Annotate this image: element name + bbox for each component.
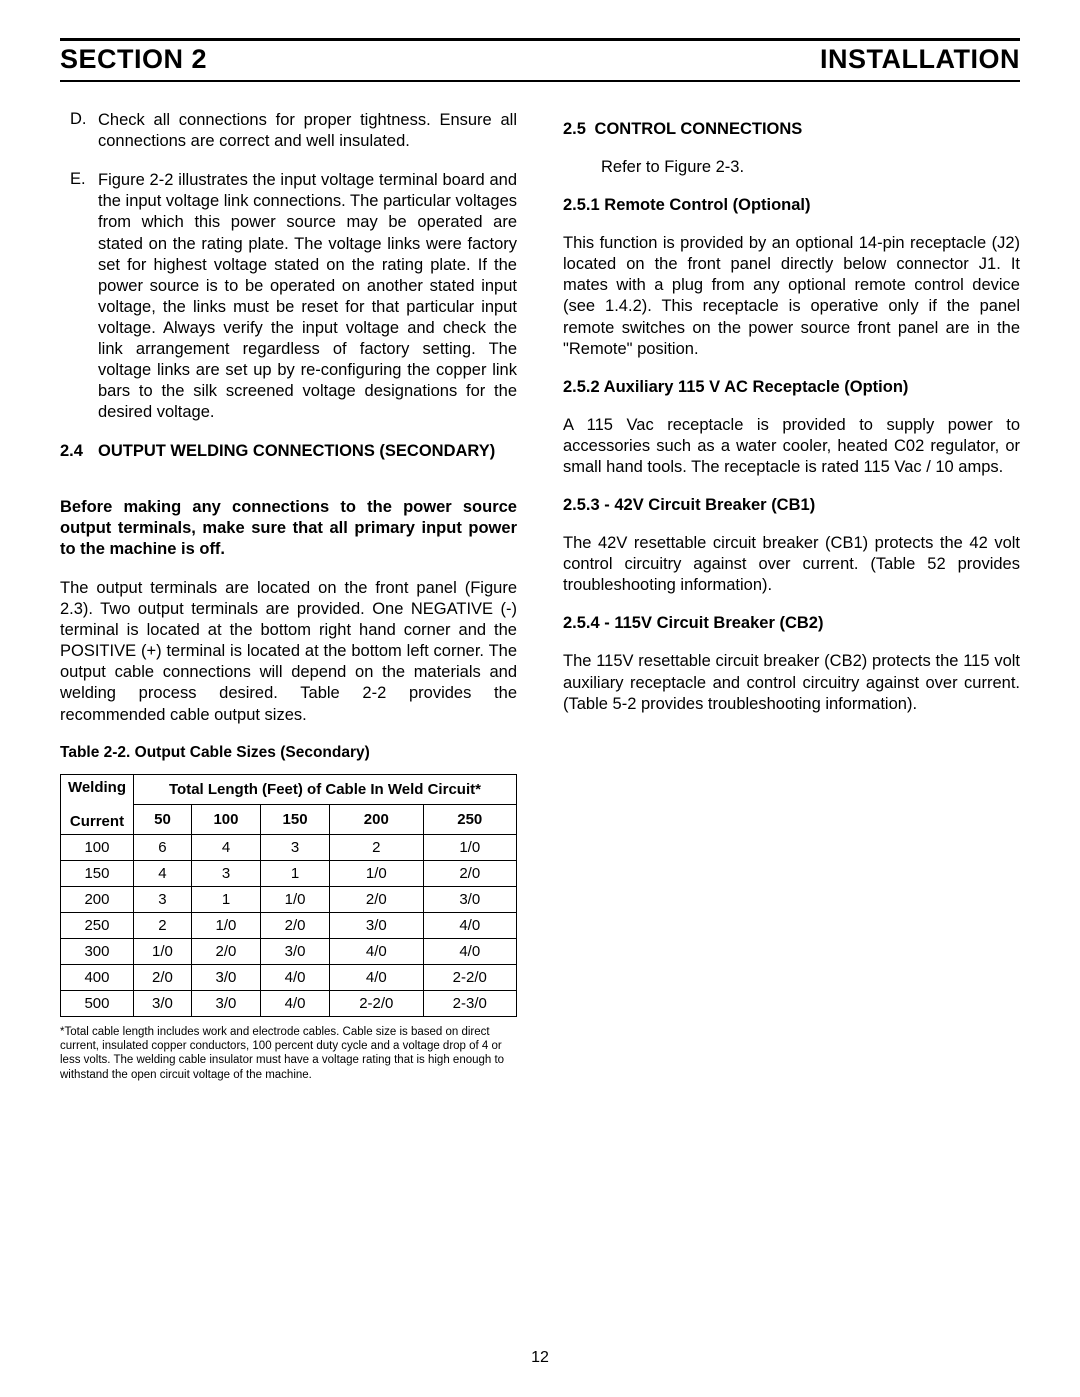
- section-2-4-heading: 2.4 OUTPUT WELDING CONNECTIONS (SECONDAR…: [60, 442, 517, 461]
- output-terminals-text: The output terminals are located on the …: [60, 578, 517, 726]
- table-row: 5003/03/04/02-2/02-3/0: [61, 990, 517, 1016]
- table-cell: 3/0: [191, 990, 260, 1016]
- table-cell: 1: [261, 860, 330, 886]
- table-footnote: *Total cable length includes work and el…: [60, 1025, 517, 1083]
- table-cell: 1/0: [261, 886, 330, 912]
- list-marker: D.: [60, 110, 98, 152]
- section-2-5-3-heading: 2.5.3 - 42V Circuit Breaker (CB1): [563, 496, 1020, 515]
- table-header-length: Total Length (Feet) of Cable In Weld Cir…: [133, 774, 516, 804]
- section-2-5-1-text: This function is provided by an optional…: [563, 233, 1020, 360]
- list-body: Check all connections for proper tightne…: [98, 110, 517, 152]
- table-cell: 200: [61, 886, 134, 912]
- col-200: 200: [330, 804, 423, 834]
- table-header-welding-current: Welding Current: [61, 774, 134, 834]
- table-cell: 2/0: [261, 912, 330, 938]
- table-cell: 4/0: [423, 938, 517, 964]
- hdr-a1: Welding: [68, 779, 126, 796]
- table-row: 25021/02/03/04/0: [61, 912, 517, 938]
- section-2-5-2-text: A 115 Vac receptacle is provided to supp…: [563, 415, 1020, 478]
- table-cell: 2-2/0: [330, 990, 423, 1016]
- table-cell: 3/0: [330, 912, 423, 938]
- table-cell: 1/0: [133, 938, 191, 964]
- col-150: 150: [261, 804, 330, 834]
- content-columns: D. Check all connections for proper tigh…: [60, 110, 1020, 1082]
- page-number: 12: [0, 1349, 1080, 1367]
- table-cell: 4/0: [261, 964, 330, 990]
- table-cell: 2/0: [191, 938, 260, 964]
- section-2-5-2-heading: 2.5.2 Auxiliary 115 V AC Receptacle (Opt…: [563, 378, 1020, 397]
- table-cell: 3/0: [261, 938, 330, 964]
- table-row: 200311/02/03/0: [61, 886, 517, 912]
- table-row: 4002/03/04/04/02-2/0: [61, 964, 517, 990]
- table-cell: 100: [61, 834, 134, 860]
- table-cell: 1/0: [330, 860, 423, 886]
- table-cell: 2: [133, 912, 191, 938]
- table-cell: 6: [133, 834, 191, 860]
- section-number: 2.4: [60, 442, 98, 461]
- table-cell: 4/0: [261, 990, 330, 1016]
- section-2-5-1-heading: 2.5.1 Remote Control (Optional): [563, 196, 1020, 215]
- table-cell: 2: [330, 834, 423, 860]
- table-cell: 4/0: [330, 964, 423, 990]
- page-header: SECTION 2 INSTALLATION: [60, 38, 1020, 82]
- list-item-e: E. Figure 2-2 illustrates the input volt…: [60, 170, 517, 423]
- col-50: 50: [133, 804, 191, 834]
- table-cell: 2/0: [330, 886, 423, 912]
- section-2-5-3-text: The 42V resettable circuit breaker (CB1)…: [563, 533, 1020, 596]
- table-cell: 1: [191, 886, 260, 912]
- table-cell: 4: [191, 834, 260, 860]
- section-title: OUTPUT WELDING CONNECTIONS (SECONDARY): [98, 442, 495, 461]
- table-caption: Table 2-2. Output Cable Sizes (Secondary…: [60, 744, 517, 762]
- table-cell: 250: [61, 912, 134, 938]
- table-cell: 3/0: [423, 886, 517, 912]
- table-cell: 1/0: [423, 834, 517, 860]
- table-cell: 4/0: [423, 912, 517, 938]
- table-cell: 150: [61, 860, 134, 886]
- table-cell: 3/0: [191, 964, 260, 990]
- table-cell: 2/0: [133, 964, 191, 990]
- warning-text: Before making any connections to the pow…: [60, 497, 517, 560]
- col-250: 250: [423, 804, 517, 834]
- table-row: 1504311/02/0: [61, 860, 517, 886]
- col-100: 100: [191, 804, 260, 834]
- section-2-5-4-text: The 115V resettable circuit breaker (CB2…: [563, 651, 1020, 714]
- refer-text: Refer to Figure 2-3.: [601, 157, 1020, 178]
- table-cell: 3: [191, 860, 260, 886]
- table-cell: 4/0: [330, 938, 423, 964]
- table-cell: 2-3/0: [423, 990, 517, 1016]
- table-cell: 3/0: [133, 990, 191, 1016]
- page-title: INSTALLATION: [820, 44, 1020, 75]
- table-cell: 300: [61, 938, 134, 964]
- table-row: 3001/02/03/04/04/0: [61, 938, 517, 964]
- list-item-d: D. Check all connections for proper tigh…: [60, 110, 517, 152]
- section-2-5-heading: 2.5 CONTROL CONNECTIONS: [563, 120, 1020, 139]
- table-cell: 3: [133, 886, 191, 912]
- section-title: CONTROL CONNECTIONS: [595, 120, 803, 138]
- section-2-5-4-heading: 2.5.4 - 115V Circuit Breaker (CB2): [563, 614, 1020, 633]
- table-cell: 2-2/0: [423, 964, 517, 990]
- table-cell: 1/0: [191, 912, 260, 938]
- hdr-a2: Current: [70, 813, 124, 830]
- table-cell: 500: [61, 990, 134, 1016]
- table-row: 10064321/0: [61, 834, 517, 860]
- table-cell: 400: [61, 964, 134, 990]
- section-label: SECTION 2: [60, 44, 207, 75]
- table-cell: 4: [133, 860, 191, 886]
- list-marker: E.: [60, 170, 98, 423]
- table-body: 10064321/01504311/02/0200311/02/03/02502…: [61, 834, 517, 1016]
- section-number: 2.5: [563, 120, 586, 138]
- list-body: Figure 2-2 illustrates the input voltage…: [98, 170, 517, 423]
- table-cell: 2/0: [423, 860, 517, 886]
- right-column: 2.5 CONTROL CONNECTIONS Refer to Figure …: [563, 110, 1020, 1082]
- table-cell: 3: [261, 834, 330, 860]
- left-column: D. Check all connections for proper tigh…: [60, 110, 517, 1082]
- cable-sizes-table: Welding Current Total Length (Feet) of C…: [60, 774, 517, 1017]
